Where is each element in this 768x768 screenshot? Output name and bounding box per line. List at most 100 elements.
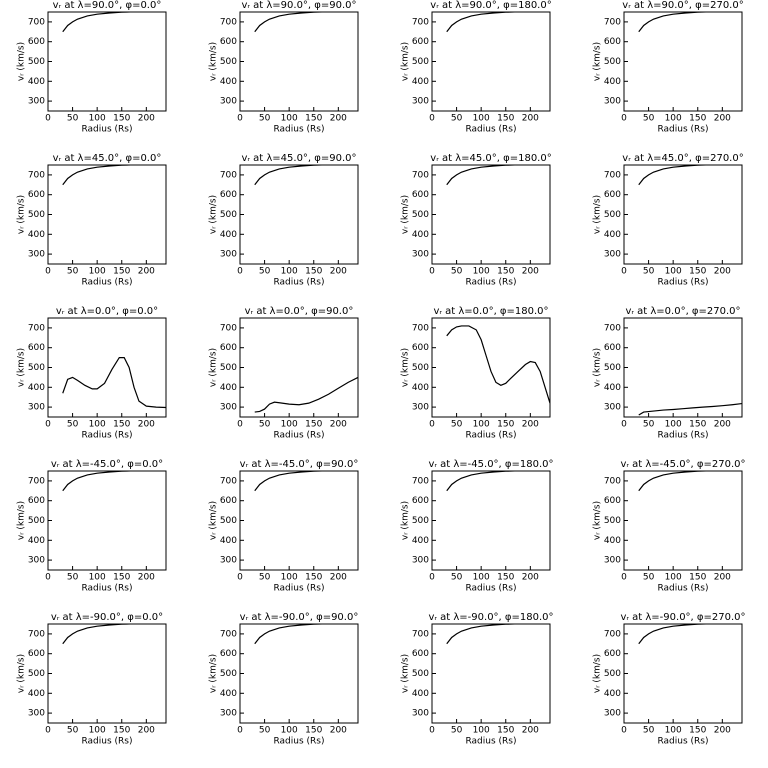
plot-area [62, 471, 166, 492]
x-axis-label: Radius (Rs) [273, 737, 324, 747]
x-tick-label: 150 [497, 573, 514, 583]
plot-frame [239, 164, 359, 265]
y-axis-label: vᵣ (km/s) [209, 42, 219, 81]
x-tick-label: 100 [89, 420, 106, 430]
panel: vᵣ at λ=45.0°, φ=0.0° 0 50 100 150 200 300 400 5… [17, 153, 167, 288]
plot-area [446, 325, 550, 404]
y-axis-label: vᵣ (km/s) [209, 654, 219, 693]
plot-area [254, 624, 358, 645]
y-tick-label: 300 [412, 250, 429, 260]
x-tick-label: 200 [330, 573, 347, 583]
x-axis-label: Radius (Rs) [273, 278, 324, 288]
y-tick-label: 500 [412, 516, 429, 526]
panel-title: vᵣ at λ=0.0°, φ=0.0° [56, 306, 158, 317]
plot-area [638, 402, 742, 416]
y-tick-label: 500 [604, 57, 621, 67]
y-axis-label: vᵣ (km/s) [17, 501, 27, 540]
y-tick-label: 500 [220, 363, 237, 373]
x-tick-label: 100 [281, 420, 298, 430]
x-axis-label: Radius (Rs) [273, 431, 324, 441]
x-tick-label: 0 [621, 114, 627, 124]
x-tick-label: 100 [473, 267, 490, 277]
plot-area [254, 376, 358, 413]
y-axis-label: vᵣ (km/s) [401, 501, 411, 540]
x-axis-label: Radius (Rs) [465, 278, 516, 288]
y-tick-label: 500 [28, 669, 45, 679]
y-tick-label: 300 [604, 97, 621, 107]
y-tick-label: 300 [412, 709, 429, 719]
x-tick-label: 100 [281, 726, 298, 736]
x-tick-label: 0 [621, 726, 627, 736]
y-tick-label: 500 [412, 363, 429, 373]
x-tick-label: 50 [643, 420, 655, 430]
y-tick-label: 700 [412, 629, 429, 639]
panel: vᵣ at λ=-90.0°, φ=90.0° 0 50 100 150 200 300 40… [209, 612, 359, 747]
x-tick-label: 200 [330, 420, 347, 430]
x-tick-label: 100 [473, 726, 490, 736]
y-tick-label: 700 [28, 17, 45, 27]
x-tick-label: 50 [259, 726, 271, 736]
y-tick-label: 500 [604, 669, 621, 679]
y-tick-label: 600 [220, 496, 237, 506]
y-tick-label: 600 [604, 37, 621, 47]
x-axis-label: Radius (Rs) [81, 737, 132, 747]
y-tick-label: 400 [412, 77, 429, 87]
x-axis-label: Radius (Rs) [81, 125, 132, 135]
panel-title: vᵣ at λ=-45.0°, φ=180.0° [428, 459, 553, 470]
x-tick-label: 100 [665, 726, 682, 736]
x-axis-label: Radius (Rs) [81, 584, 132, 594]
y-tick-label: 700 [604, 17, 621, 27]
y-tick-label: 400 [220, 230, 237, 240]
plot-frame [239, 11, 359, 112]
x-tick-label: 100 [473, 114, 490, 124]
data-line [638, 165, 742, 186]
x-tick-label: 200 [522, 573, 539, 583]
panel: vᵣ at λ=45.0°, φ=270.0° 0 50 100 150 200 300 40… [593, 153, 744, 288]
plot-area [638, 471, 742, 492]
y-tick-label: 700 [28, 323, 45, 333]
plot-frame [431, 470, 551, 571]
x-tick-label: 200 [522, 114, 539, 124]
x-axis-label: Radius (Rs) [465, 431, 516, 441]
x-tick-label: 150 [305, 114, 322, 124]
plot-frame [623, 470, 743, 571]
x-tick-label: 100 [89, 726, 106, 736]
y-tick-label: 600 [412, 343, 429, 353]
x-tick-label: 0 [237, 267, 243, 277]
x-tick-label: 0 [621, 267, 627, 277]
x-tick-label: 200 [522, 267, 539, 277]
x-axis-label: Radius (Rs) [657, 584, 708, 594]
plot-area [62, 624, 166, 645]
y-tick-label: 700 [412, 323, 429, 333]
x-tick-label: 50 [259, 267, 271, 277]
x-tick-label: 50 [67, 114, 79, 124]
y-tick-label: 600 [604, 496, 621, 506]
panel: vᵣ at λ=90.0°, φ=180.0° 0 50 100 150 200 300 40… [401, 0, 552, 135]
data-line [638, 12, 742, 33]
y-axis-label: vᵣ (km/s) [17, 654, 27, 693]
panel: vᵣ at λ=-45.0°, φ=90.0° 0 50 100 150 200 300 40… [209, 459, 359, 594]
x-tick-label: 150 [113, 573, 130, 583]
y-tick-label: 600 [220, 649, 237, 659]
x-tick-label: 0 [237, 114, 243, 124]
y-tick-label: 300 [220, 97, 237, 107]
x-tick-label: 150 [689, 114, 706, 124]
y-tick-label: 600 [412, 37, 429, 47]
panel-title: vᵣ at λ=0.0°, φ=270.0° [625, 306, 740, 317]
x-tick-label: 100 [665, 420, 682, 430]
y-tick-label: 600 [28, 37, 45, 47]
plot-area [254, 471, 358, 492]
x-tick-label: 150 [689, 420, 706, 430]
x-tick-label: 150 [497, 726, 514, 736]
plot-frame [239, 623, 359, 724]
y-tick-label: 300 [28, 250, 45, 260]
x-tick-label: 150 [305, 267, 322, 277]
x-tick-label: 150 [305, 726, 322, 736]
y-tick-label: 600 [412, 649, 429, 659]
x-tick-label: 50 [451, 420, 463, 430]
x-tick-label: 50 [643, 573, 655, 583]
data-line [638, 402, 742, 416]
x-tick-label: 150 [689, 726, 706, 736]
x-tick-label: 0 [45, 726, 51, 736]
